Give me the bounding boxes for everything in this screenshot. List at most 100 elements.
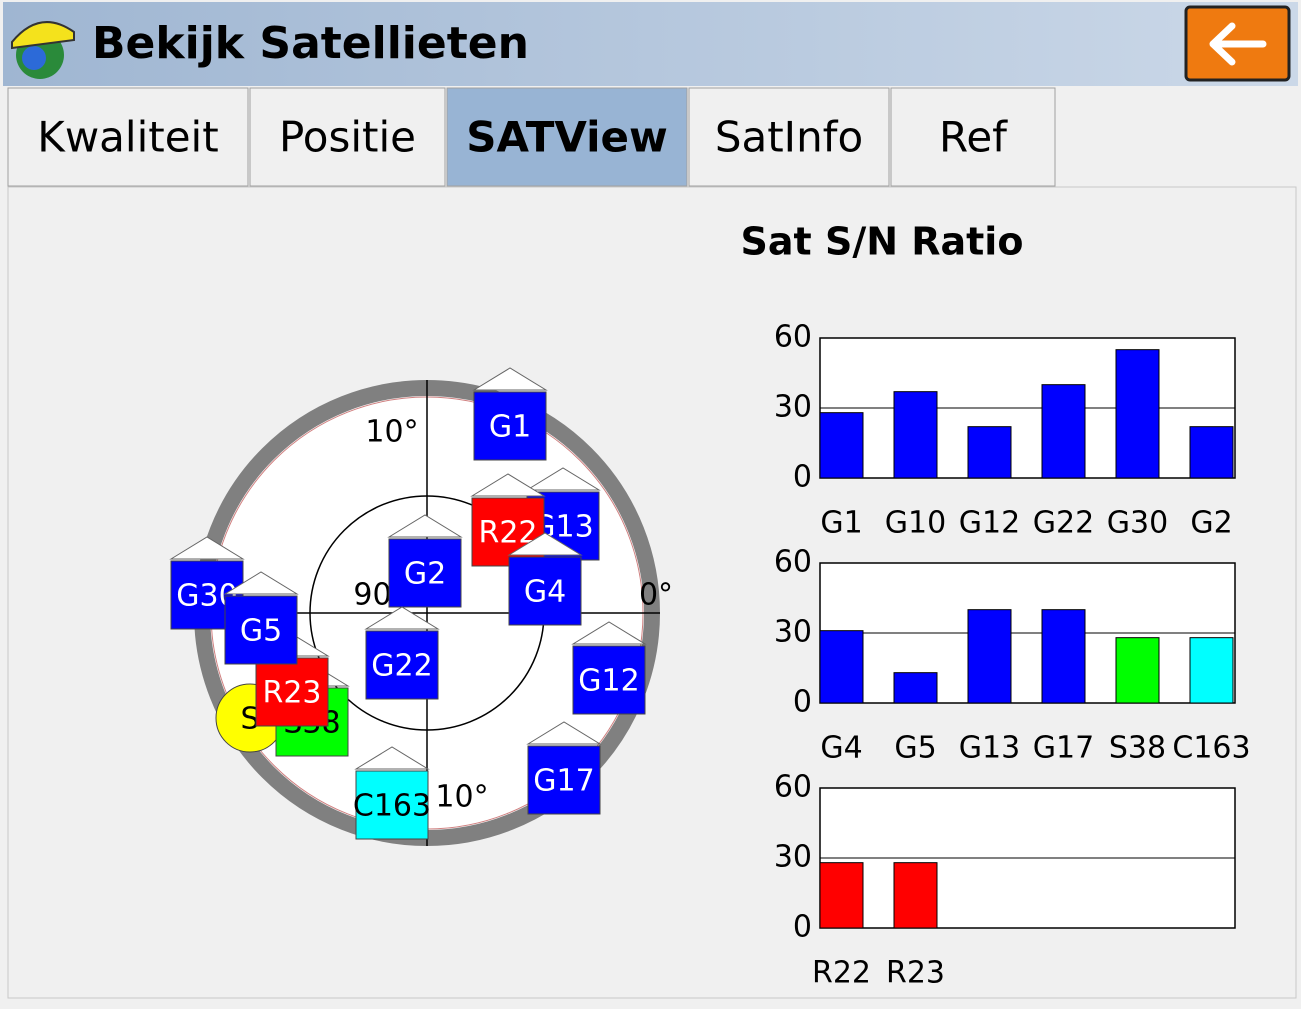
satellite-marker [527, 745, 601, 815]
satellite-label: C163 [353, 789, 431, 824]
satellite-marker [388, 538, 462, 608]
bar [819, 412, 864, 479]
satellite-arrow [525, 467, 601, 491]
x-tick-label: R23 [886, 956, 945, 991]
satellite-label: G4 [524, 575, 566, 610]
x-tick-label: G5 [894, 731, 936, 766]
chart-title: Sat S/N Ratio [741, 220, 1024, 264]
satellite: G4 [507, 532, 583, 626]
x-tick-label: S38 [1109, 731, 1166, 766]
satellite: G2 [387, 514, 463, 608]
satellite-arrow [507, 532, 583, 556]
x-tick-label: G22 [1033, 506, 1094, 541]
satellite-arrow [354, 746, 430, 770]
x-tick-label: C163 [1172, 731, 1250, 766]
satellite-arrow [387, 514, 463, 538]
skyplot-label: 0° [639, 578, 673, 613]
tab[interactable]: Positie [249, 87, 446, 187]
bar [1041, 609, 1086, 704]
tab-label: SatInfo [715, 113, 863, 162]
satellite-arrow [223, 571, 299, 595]
tab-background [7, 87, 249, 187]
satellite-arrow [526, 721, 602, 745]
satellite-marker [255, 657, 329, 727]
skyplot: 10°90°0°10°SS38R23G1G13R22G4G2G30G5G22G1… [169, 367, 673, 846]
tab-label: Ref [939, 113, 1008, 162]
satellite-label: G5 [240, 614, 282, 649]
satellite-marker [572, 645, 646, 715]
satellite: R23 [254, 633, 330, 727]
tab[interactable]: Kwaliteit [7, 87, 249, 187]
tab[interactable]: SATView [446, 87, 688, 187]
tab-background [446, 87, 688, 187]
satellite-arrow [169, 536, 245, 560]
x-tick-label: G10 [885, 506, 946, 541]
satellite-label: G1 [489, 410, 531, 445]
satellite-label: S [240, 702, 259, 737]
tab-label: SATView [466, 113, 668, 162]
bar [893, 862, 938, 929]
bar [1189, 637, 1234, 704]
satellite: G12 [571, 621, 647, 715]
y-tick-label: 0 [793, 460, 812, 495]
satellite-label: G17 [533, 764, 594, 799]
y-tick-label: 60 [774, 770, 812, 805]
satellite: G17 [526, 721, 602, 815]
y-tick-label: 0 [793, 910, 812, 945]
x-tick-label: G13 [959, 731, 1020, 766]
tab-background [890, 87, 1056, 187]
y-tick-label: 60 [774, 320, 812, 355]
satellite: C163 [353, 746, 431, 840]
bar [967, 609, 1012, 704]
bar [967, 426, 1012, 479]
satellite-label: G22 [371, 649, 432, 684]
bar [1189, 426, 1234, 479]
satellite: G5 [223, 571, 299, 665]
y-tick-label: 30 [774, 615, 812, 650]
y-tick-label: 0 [793, 685, 812, 720]
satellite-label: G2 [404, 557, 446, 592]
bar [893, 672, 938, 704]
tab-background [688, 87, 890, 187]
satellite-arrow [364, 606, 440, 630]
app-icon [11, 21, 75, 79]
satellite-marker [508, 556, 582, 626]
y-tick-label: 30 [774, 390, 812, 425]
satellite-arrow [472, 367, 548, 391]
satellite-label: G12 [578, 664, 639, 699]
y-tick-label: 30 [774, 840, 812, 875]
tab[interactable]: SatInfo [688, 87, 890, 187]
tab-label: Positie [279, 113, 416, 162]
bar [819, 862, 864, 929]
back-button[interactable] [1184, 5, 1291, 82]
tab[interactable]: Ref [890, 87, 1056, 187]
bar [819, 630, 864, 704]
y-tick-label: 60 [774, 545, 812, 580]
satellite-arrow [470, 473, 546, 497]
satellite-marker [473, 391, 547, 461]
satellite-marker [365, 630, 439, 700]
satellite-marker [355, 770, 429, 840]
bar [1115, 349, 1160, 479]
satellite: G1 [472, 367, 548, 461]
tab-background [249, 87, 446, 187]
x-tick-label: G17 [1033, 731, 1094, 766]
bar [893, 391, 938, 479]
satellite-label: R23 [262, 676, 321, 711]
x-tick-label: G12 [959, 506, 1020, 541]
satellite: G22 [364, 606, 440, 700]
page-title: Bekijk Satellieten [92, 18, 529, 69]
x-tick-label: G2 [1190, 506, 1232, 541]
x-tick-label: G30 [1107, 506, 1168, 541]
x-tick-label: R22 [812, 956, 871, 991]
satellite: G30 [169, 536, 245, 630]
tab-bar: Kwaliteit Positie SATView SatInfo Ref [7, 87, 1056, 187]
skyplot-label: 10° [365, 415, 418, 450]
x-tick-label: G1 [820, 506, 862, 541]
satellite-marker [224, 595, 298, 665]
x-tick-label: G4 [820, 731, 862, 766]
skyplot-label: 10° [435, 780, 488, 815]
satellite-arrow [571, 621, 647, 645]
